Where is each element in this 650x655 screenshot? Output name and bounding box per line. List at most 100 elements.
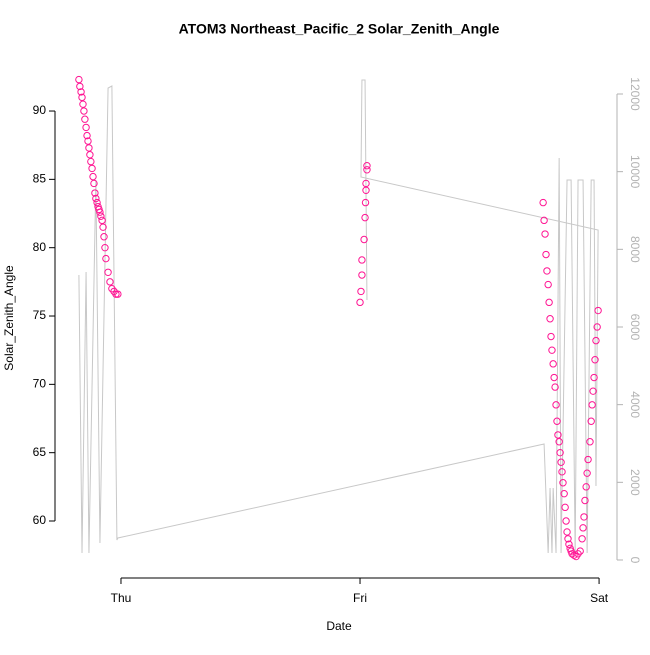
point: [82, 123, 90, 132]
point: [582, 483, 590, 491]
point: [559, 479, 567, 487]
point: [592, 336, 600, 345]
point: [112, 290, 120, 298]
point: [357, 287, 365, 296]
point: [101, 243, 109, 252]
point: [578, 535, 586, 543]
point: [547, 332, 555, 341]
y2-tick-label: 12000: [628, 77, 642, 111]
point: [358, 271, 366, 279]
point: [553, 417, 561, 425]
point: [563, 528, 571, 536]
y-tick-label: 75: [33, 308, 47, 322]
point: [588, 401, 596, 409]
point: [587, 417, 595, 425]
y-axis-label: Solar_Zenith_Angle: [2, 265, 16, 371]
point: [557, 458, 565, 466]
point: [76, 82, 84, 91]
point: [564, 535, 572, 543]
point: [93, 198, 101, 207]
point: [84, 137, 92, 145]
point: [358, 256, 366, 264]
point: [99, 223, 107, 231]
point: [541, 230, 549, 238]
chart-title: ATOM3 Northeast_Pacific_2 Solar_Zenith_A…: [179, 21, 500, 37]
point: [546, 315, 554, 323]
point: [561, 503, 569, 512]
point: [589, 387, 597, 395]
point: [89, 172, 97, 181]
point: [96, 208, 104, 216]
point: [555, 438, 563, 446]
point: [594, 306, 602, 315]
x-axis-label: Date: [326, 619, 352, 633]
point: [83, 131, 91, 140]
point: [540, 216, 548, 225]
x-tick-label: Thu: [111, 591, 132, 605]
point: [544, 280, 552, 289]
point: [580, 513, 588, 521]
point: [104, 268, 112, 276]
point: [79, 100, 87, 108]
point: [97, 212, 105, 220]
x-tick-label: Sat: [590, 591, 609, 605]
point: [78, 93, 86, 102]
y2-tick-label: 0: [628, 557, 642, 564]
point: [590, 373, 598, 382]
point: [360, 235, 368, 244]
y-tick-label: 60: [33, 513, 47, 527]
point: [542, 250, 550, 259]
point: [562, 517, 570, 525]
y-tick-label: 70: [33, 377, 47, 391]
point: [560, 489, 568, 498]
point: [106, 278, 114, 286]
point: [98, 216, 106, 225]
altitude-line: [78, 79, 599, 554]
point: [87, 157, 95, 166]
point: [90, 179, 98, 188]
point: [554, 431, 562, 439]
point: [548, 346, 556, 354]
point: [556, 448, 564, 457]
y-tick-label: 90: [33, 103, 47, 117]
point: [81, 115, 89, 123]
y-tick-label: 85: [33, 172, 47, 186]
point: [550, 373, 558, 382]
point: [539, 198, 547, 207]
point: [583, 469, 591, 477]
point: [356, 298, 364, 307]
point: [85, 144, 93, 152]
y-tick-label: 65: [33, 445, 47, 459]
point: [558, 468, 566, 476]
point: [549, 360, 557, 368]
point: [545, 298, 553, 307]
point: [114, 290, 122, 298]
y2-tick-label: 8000: [628, 236, 642, 263]
point: [362, 179, 370, 188]
point: [584, 455, 592, 464]
point: [581, 496, 589, 505]
point: [77, 88, 85, 96]
point: [552, 401, 560, 409]
point: [86, 151, 94, 159]
point: [543, 267, 551, 275]
point: [361, 198, 370, 207]
point: [593, 323, 601, 331]
y2-tick-label: 6000: [628, 314, 642, 341]
point: [75, 75, 83, 84]
point: [576, 547, 584, 555]
y2-tick-label: 10000: [628, 155, 642, 189]
point: [88, 164, 96, 173]
x-tick-label: Fri: [353, 591, 367, 605]
point: [591, 356, 599, 364]
point: [100, 233, 108, 241]
point: [92, 194, 100, 203]
point: [551, 383, 559, 391]
point: [586, 438, 594, 446]
y2-tick-label: 4000: [628, 391, 642, 418]
point: [565, 540, 573, 548]
point: [363, 161, 371, 170]
y2-tick-label: 2000: [628, 469, 642, 496]
